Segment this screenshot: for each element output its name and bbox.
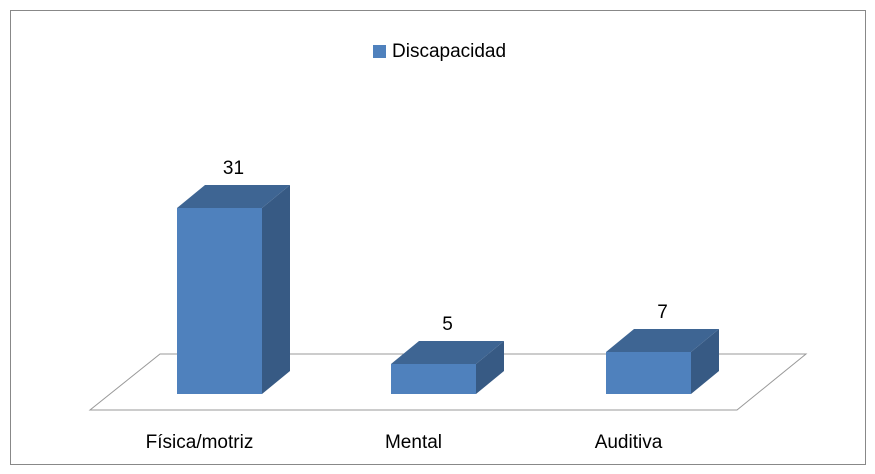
x-tick-label: Mental [385,432,442,453]
bar-side [262,185,290,394]
bar-side [476,341,504,394]
x-tick-label: Auditiva [595,432,663,453]
legend-swatch [373,45,386,58]
bar-top [391,341,504,364]
data-label: 5 [442,314,453,335]
legend-label: Discapacidad [392,41,506,62]
x-tick-label: Física/motriz [146,432,254,453]
bar-front [606,352,691,394]
bar-front [391,364,476,394]
data-label: 7 [657,302,668,323]
bar-top [606,329,719,352]
bar [391,341,504,394]
data-label: 31 [223,158,244,179]
bar-side [691,329,719,394]
bar [177,185,290,394]
bar [606,329,719,394]
chart-frame [10,10,866,465]
floor [88,353,808,411]
bar-top [177,185,290,208]
bar-front [177,208,262,394]
